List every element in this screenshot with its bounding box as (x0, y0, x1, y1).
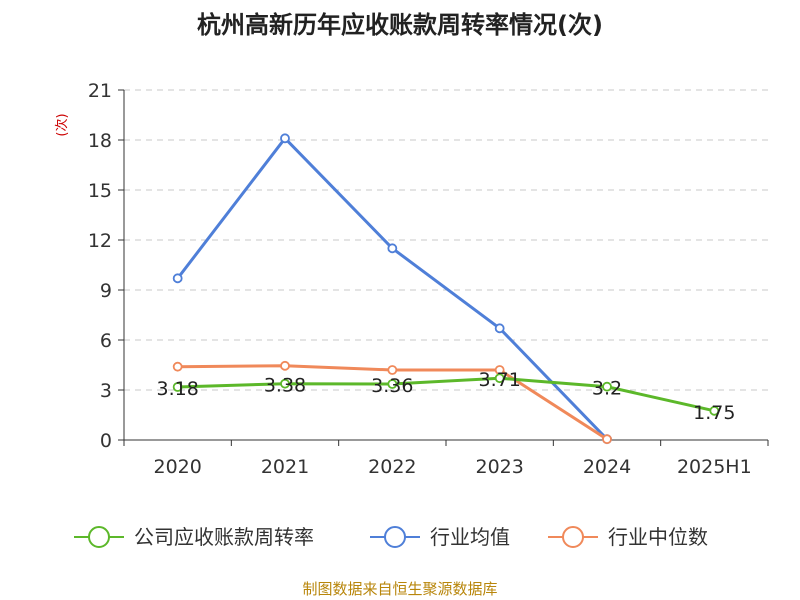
data-label-2020: 3.18 (157, 378, 199, 400)
y-tick-label-6: 18 (88, 130, 112, 152)
axis-layer: 0 3 6 9 12 15 18 21 2020 2021 2022 2023 2024 2025H1 (88, 80, 769, 478)
x-tick-label-2020: 2020 (153, 456, 201, 478)
y-tick-label-2: 6 (100, 330, 112, 352)
x-tick-label-2024: 2024 (583, 456, 631, 478)
series-0-point-2024 (602, 381, 612, 392)
series-2-point-2020 (172, 361, 183, 372)
series-1-point-2022 (387, 243, 398, 254)
y-tick-label-1: 3 (100, 380, 112, 402)
data-label-2021: 3.38 (264, 375, 306, 397)
legend-item-1[interactable]: 行业均值 (370, 525, 510, 549)
series-line-0 (176, 376, 716, 413)
data-label-2023: 3.71 (479, 369, 521, 391)
x-tick-label-2021: 2021 (261, 456, 309, 478)
legend-marker-2 (562, 526, 584, 548)
series-0-point-2025H1 (709, 405, 720, 416)
series-0-point-2021 (280, 378, 290, 389)
source-note: 制图数据来自恒生聚源数据库 (302, 580, 497, 598)
x-tick-label-2022: 2022 (368, 456, 416, 478)
y-tick-label-4: 12 (88, 230, 112, 252)
legend-label-2: 行业中位数 (608, 525, 708, 549)
series-2-point-2021 (280, 360, 290, 371)
series-0-point-2020 (172, 382, 183, 392)
legend-marker-1 (384, 526, 406, 548)
x-tick-label-2025H1: 2025H1 (677, 456, 752, 478)
x-tick-label-2023: 2023 (475, 456, 523, 478)
series-layer (172, 133, 720, 445)
legend-marker-0 (88, 526, 110, 548)
series-2-point-2024 (602, 434, 612, 445)
legend-label-0: 公司应收账款周转率 (134, 525, 314, 549)
legend-item-0[interactable]: 公司应收账款周转率 (74, 525, 314, 549)
series-0-point-2022 (387, 379, 398, 389)
legend-label-1: 行业均值 (430, 525, 510, 549)
series-2-point-2022 (387, 365, 398, 375)
chart-title: 杭州高新历年应收账款周转率情况(次) (197, 11, 603, 39)
series-0-point-2023 (494, 373, 505, 384)
data-label-2022: 3.36 (371, 375, 413, 397)
series-1-point-2020 (172, 273, 183, 284)
legend-item-2[interactable]: 行业中位数 (548, 525, 708, 549)
legend: 公司应收账款周转率 行业均值 行业中位数 (74, 525, 708, 549)
series-1-point-2023 (494, 323, 505, 334)
y-tick-label-0: 0 (100, 430, 112, 452)
y-tick-label-3: 9 (100, 280, 112, 302)
grid-layer (124, 89, 768, 391)
y-tick-label-7: 21 (88, 80, 112, 102)
data-label-2024: 3.2 (592, 378, 622, 400)
y-tick-label-5: 15 (88, 180, 112, 202)
series-1-point-2021 (280, 133, 290, 144)
y-axis-unit-label: (次) (54, 113, 70, 136)
data-label-2025H1: 1.75 (693, 402, 735, 424)
data-label-layer: 3.18 3.38 3.36 3.71 3.2 1.75 (157, 369, 736, 424)
